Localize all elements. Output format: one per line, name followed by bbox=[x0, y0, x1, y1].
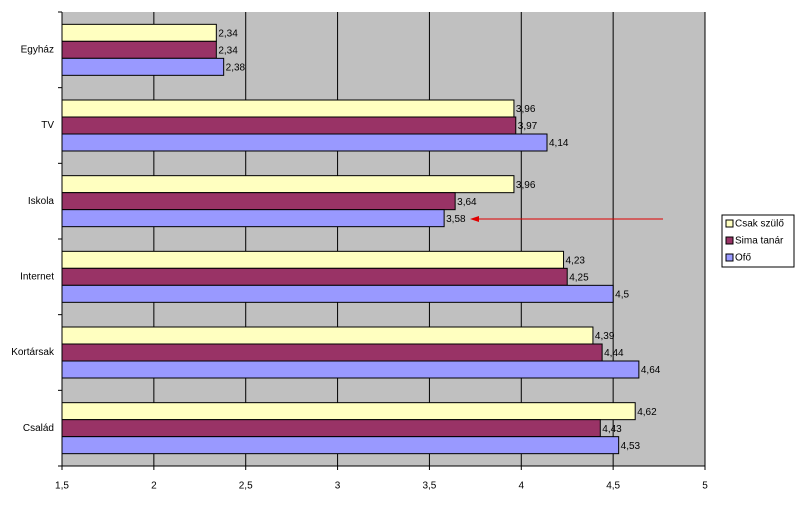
y-tick-label: Internet bbox=[20, 271, 54, 282]
y-tick-label: Család bbox=[23, 423, 54, 434]
bar bbox=[61, 99, 515, 118]
bars: 2,34 2,34 2,38 3,96 3,97 4,14 3,96 3,64 3,58 4,23… bbox=[61, 23, 661, 455]
legend bbox=[721, 214, 795, 268]
value-label: 3,64 bbox=[457, 197, 477, 208]
value-label: 4,25 bbox=[569, 272, 589, 283]
value-label: 4,62 bbox=[637, 407, 657, 418]
arrow-head bbox=[470, 216, 479, 222]
annotation-arrow bbox=[470, 216, 663, 222]
value-label: 4,64 bbox=[641, 365, 661, 376]
x-tick-label: 2,5 bbox=[239, 481, 253, 492]
bar bbox=[61, 192, 456, 211]
value-label: 2,34 bbox=[218, 45, 238, 56]
x-tick-label: 4,5 bbox=[606, 481, 620, 492]
bar bbox=[61, 40, 217, 59]
value-label: 3,97 bbox=[518, 121, 538, 132]
legend-label: Sima tanár bbox=[735, 236, 784, 247]
legend-swatch bbox=[725, 219, 734, 228]
value-label: 3,96 bbox=[516, 180, 536, 191]
x-tick-label: 1,5 bbox=[55, 481, 69, 492]
y-tick-label: Kortársak bbox=[11, 347, 55, 358]
bar bbox=[61, 326, 594, 345]
legend-entries: Csak szülő Sima tanár Ofő bbox=[725, 219, 784, 264]
bar bbox=[61, 284, 614, 303]
bar bbox=[61, 209, 445, 228]
bar bbox=[61, 360, 640, 379]
value-label: 4,53 bbox=[621, 441, 641, 452]
value-label: 4,23 bbox=[566, 255, 586, 266]
bar bbox=[61, 419, 601, 438]
bar bbox=[61, 133, 548, 152]
bar bbox=[61, 267, 568, 286]
y-tick-label: Iskola bbox=[28, 196, 55, 207]
x-tick-label: 3,5 bbox=[422, 481, 436, 492]
y-tick-label: Egyház bbox=[21, 44, 54, 55]
value-label: 4,5 bbox=[615, 289, 629, 300]
value-label: 4,44 bbox=[604, 348, 624, 359]
legend-swatch bbox=[725, 236, 734, 245]
bar bbox=[61, 343, 603, 362]
y-tick-label: TV bbox=[41, 120, 54, 131]
bar bbox=[61, 402, 636, 421]
bar bbox=[61, 436, 620, 455]
legend-label: Csak szülő bbox=[735, 219, 784, 230]
value-label: 4,39 bbox=[595, 331, 615, 342]
bar bbox=[61, 57, 225, 76]
x-tick-label: 3 bbox=[335, 481, 341, 492]
value-label: 3,58 bbox=[446, 214, 466, 225]
bar bbox=[61, 116, 517, 135]
x-tick-label: 2 bbox=[151, 481, 157, 492]
value-label: 4,43 bbox=[602, 424, 622, 435]
bar bbox=[61, 250, 565, 269]
legend-label: Ofő bbox=[735, 253, 752, 264]
x-tick-label: 4 bbox=[519, 481, 525, 492]
legend-swatch bbox=[725, 253, 734, 262]
grid bbox=[61, 12, 706, 466]
x-tick-label: 5 bbox=[702, 481, 708, 492]
value-label: 3,96 bbox=[516, 104, 536, 115]
bar bbox=[61, 175, 515, 194]
value-label: 2,38 bbox=[226, 62, 246, 73]
value-label: 4,14 bbox=[549, 138, 569, 149]
plot-area bbox=[62, 12, 705, 466]
bar bbox=[61, 23, 217, 42]
value-label: 2,34 bbox=[218, 28, 238, 39]
